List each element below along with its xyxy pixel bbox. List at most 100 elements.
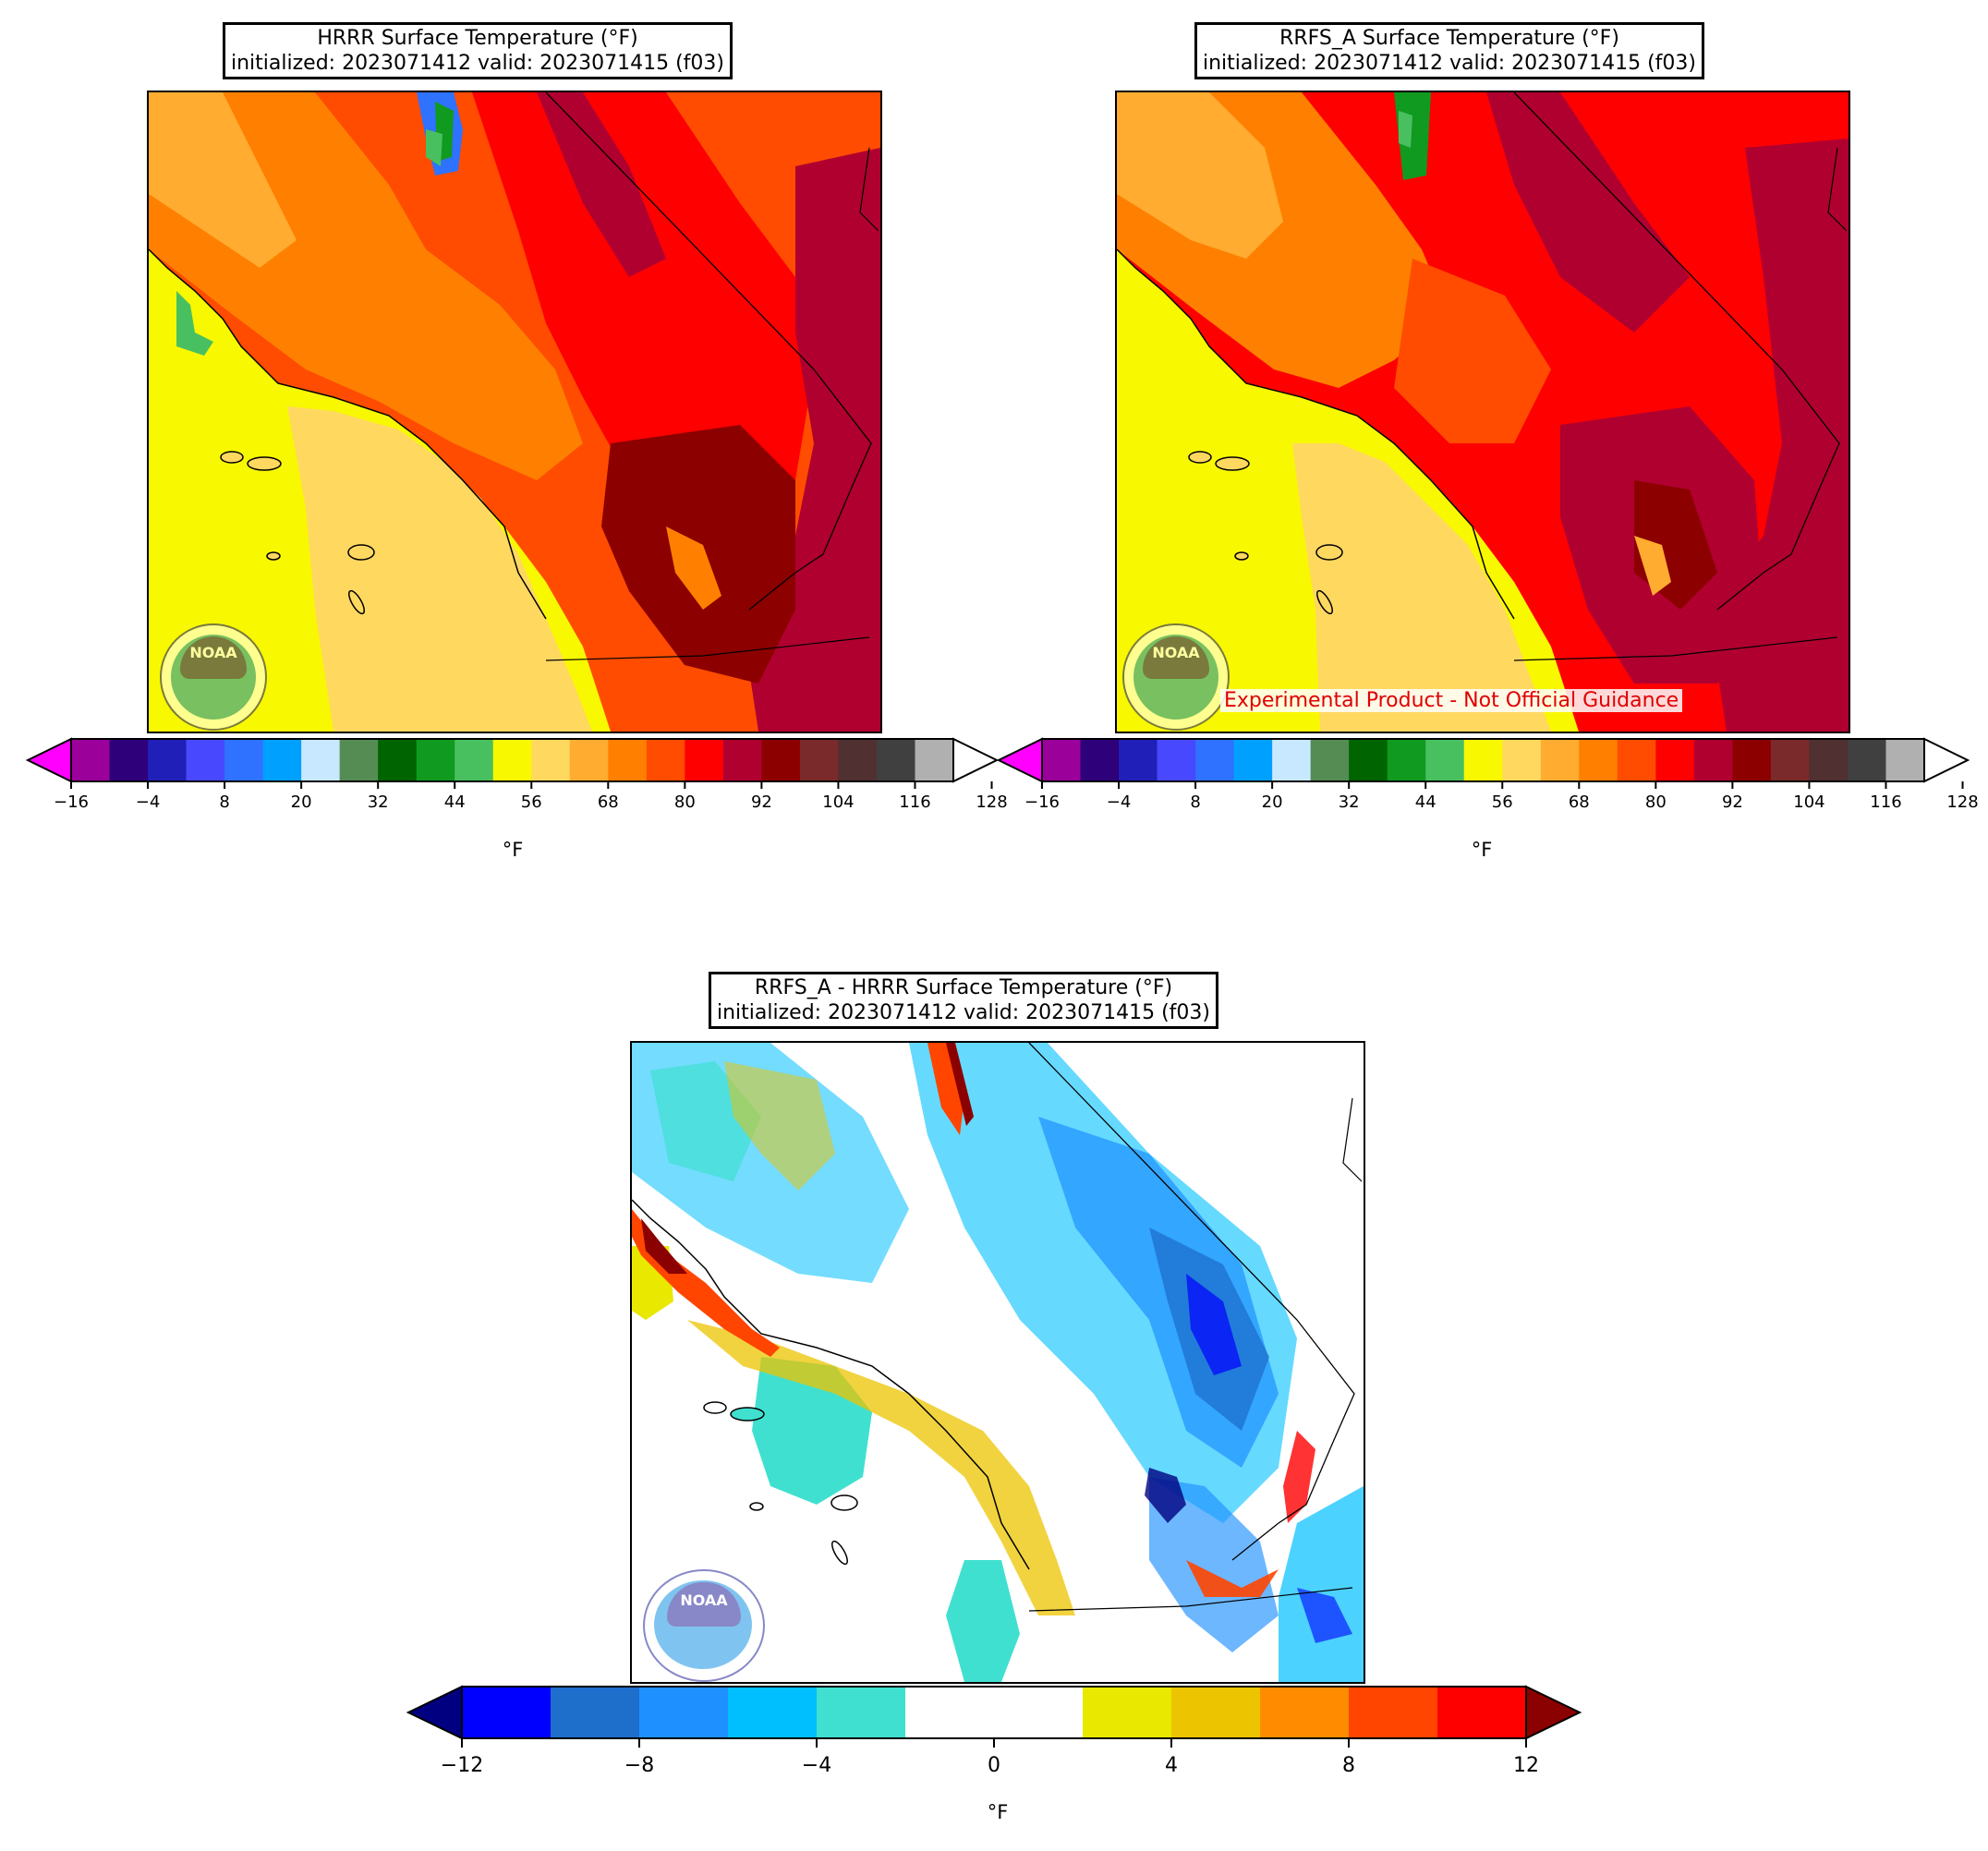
hrrr-colorbar-frame bbox=[70, 738, 954, 782]
hrrr-colorbar-swatch bbox=[569, 739, 609, 781]
diff-colorbar-swatch bbox=[462, 1687, 552, 1738]
rrfs-colorbar-swatch bbox=[1042, 739, 1082, 781]
hrrr-colorbar-swatch bbox=[608, 739, 648, 781]
rrfs-colorbar-swatch bbox=[1809, 739, 1849, 781]
rrfs-colorbar-tick-label: 104 bbox=[1793, 792, 1824, 812]
rrfs-colorbar-unit: °F bbox=[1471, 839, 1493, 861]
hrrr-colorbar-tick-label: 68 bbox=[598, 792, 619, 812]
diff-colorbar-swatch bbox=[905, 1687, 995, 1738]
diff-title-line1: RRFS_A - HRRR Surface Temperature (°F) bbox=[754, 976, 1173, 999]
rrfs-colorbar-tick-label: 20 bbox=[1262, 792, 1283, 812]
hrrr-colorbar-swatch bbox=[685, 739, 724, 781]
rrfs-colorbar-tick-label: 56 bbox=[1492, 792, 1513, 812]
rrfs-colorbar-tick-label: 68 bbox=[1569, 792, 1590, 812]
diff-colorbar-tick-label: 8 bbox=[1342, 1754, 1355, 1777]
diff-colorbar-tick-label: 4 bbox=[1165, 1754, 1178, 1777]
rrfs-colorbar-swatch bbox=[1617, 739, 1656, 781]
diff-colorbar-tick-label: 12 bbox=[1513, 1754, 1539, 1777]
rrfs-colorbar-swatch bbox=[1080, 739, 1120, 781]
rrfs-colorbar-tick-label: 44 bbox=[1415, 792, 1436, 812]
hrrr-colorbar-swatch bbox=[799, 739, 839, 781]
diff-colorbar-swatch bbox=[817, 1687, 906, 1738]
rrfs-colorbar-swatch bbox=[1847, 739, 1886, 781]
hrrr-colorbar-tick-label: −4 bbox=[136, 792, 161, 812]
diff-colorbar-tick-label: −8 bbox=[624, 1754, 654, 1777]
diff-colorbar-swatch bbox=[1260, 1687, 1350, 1738]
rrfs-colorbar-swatch bbox=[1425, 739, 1465, 781]
hrrr-colorbar-extend-low bbox=[25, 737, 72, 783]
diff-colorbar-tick-label: −4 bbox=[802, 1754, 831, 1777]
hrrr-colorbar-swatch bbox=[71, 739, 111, 781]
rrfs-colorbar-tick-label: 80 bbox=[1645, 792, 1667, 812]
rrfs-colorbar-swatch bbox=[1195, 739, 1235, 781]
diff-title-line2: initialized: 2023071412 valid: 202307141… bbox=[717, 1001, 1210, 1024]
diff-colorbar-swatch bbox=[994, 1687, 1084, 1738]
rrfs-colorbar-tick-label: 8 bbox=[1190, 792, 1200, 812]
rrfs-colorbar-swatch bbox=[1502, 739, 1542, 781]
noaa-logo: NOAA bbox=[160, 623, 267, 731]
hrrr-colorbar-swatch bbox=[761, 739, 801, 781]
rrfs-colorbar-swatch bbox=[1655, 739, 1695, 781]
rrfs-map: NOAA Experimental Product - Not Official… bbox=[1115, 91, 1850, 733]
rrfs-title-line2: initialized: 2023071412 valid: 202307141… bbox=[1203, 52, 1696, 75]
noaa-logo: NOAA bbox=[1122, 623, 1230, 731]
rrfs-title: RRFS_A Surface Temperature (°F) initiali… bbox=[1194, 22, 1704, 79]
rrfs-colorbar-tick-label: −16 bbox=[1024, 792, 1060, 812]
diff-map: NOAA bbox=[630, 1041, 1365, 1684]
hrrr-colorbar-swatch bbox=[531, 739, 571, 781]
rrfs-colorbar-extend-high bbox=[1923, 737, 1970, 783]
hrrr-colorbar-swatch bbox=[186, 739, 225, 781]
hrrr-colorbar-tick-label: −16 bbox=[54, 792, 89, 812]
hrrr-colorbar-swatch bbox=[455, 739, 494, 781]
noaa-logo: NOAA bbox=[643, 1569, 765, 1682]
rrfs-colorbar-tick-label: −4 bbox=[1107, 792, 1132, 812]
rrfs-colorbar: −16 −4 8 20 32 44 56 68 80 92 104 116 128 bbox=[996, 737, 1979, 812]
rrfs-colorbar-tick-label: 92 bbox=[1722, 792, 1743, 812]
hrrr-colorbar-swatch bbox=[109, 739, 149, 781]
hrrr-colorbar-swatch bbox=[378, 739, 418, 781]
hrrr-colorbar-swatch bbox=[492, 739, 532, 781]
hrrr-colorbar-swatch bbox=[262, 739, 302, 781]
hrrr-colorbar-tick-label: 92 bbox=[751, 792, 772, 812]
rrfs-colorbar-extend-low bbox=[996, 737, 1043, 783]
hrrr-colorbar: −16 −4 8 20 32 44 56 68 80 92 104 116 128 bbox=[25, 737, 1008, 812]
hrrr-colorbar-swatch bbox=[646, 739, 685, 781]
rrfs-colorbar-swatch bbox=[1579, 739, 1618, 781]
diff-colorbar-swatch bbox=[639, 1687, 729, 1738]
hrrr-colorbar-tick-label: 20 bbox=[291, 792, 312, 812]
hrrr-colorbar-swatch bbox=[915, 739, 954, 781]
noaa-logo-text: NOAA bbox=[1152, 644, 1200, 661]
hrrr-title-line1: HRRR Surface Temperature (°F) bbox=[317, 27, 638, 50]
hrrr-colorbar-swatch bbox=[339, 739, 379, 781]
hrrr-title-line2: initialized: 2023071412 valid: 202307141… bbox=[231, 52, 724, 75]
hrrr-colorbar-extend-high bbox=[952, 737, 1000, 783]
diff-colorbar-tick-label: −12 bbox=[441, 1754, 483, 1777]
hrrr-colorbar-tick-label: 128 bbox=[976, 792, 1007, 812]
hrrr-colorbar-tick-label: 104 bbox=[822, 792, 854, 812]
hrrr-colorbar-swatch bbox=[416, 739, 455, 781]
diff-colorbar-swatch bbox=[1437, 1687, 1527, 1738]
rrfs-colorbar-swatch bbox=[1272, 739, 1312, 781]
rrfs-colorbar-tick-label: 116 bbox=[1870, 792, 1901, 812]
hrrr-map: NOAA bbox=[147, 91, 882, 733]
hrrr-colorbar-swatch bbox=[148, 739, 188, 781]
rrfs-title-line1: RRFS_A Surface Temperature (°F) bbox=[1279, 27, 1619, 50]
rrfs-colorbar-swatch bbox=[1310, 739, 1350, 781]
rrfs-colorbar-swatch bbox=[1463, 739, 1503, 781]
rrfs-colorbar-swatch bbox=[1693, 739, 1733, 781]
diff-colorbar-swatch bbox=[1171, 1687, 1261, 1738]
hrrr-colorbar-swatch bbox=[301, 739, 341, 781]
diff-colorbar-unit: °F bbox=[987, 1801, 1009, 1823]
diff-colorbar-swatch bbox=[1349, 1687, 1438, 1738]
hrrr-colorbar-tick-label: 8 bbox=[219, 792, 229, 812]
hrrr-colorbar-tick-label: 44 bbox=[444, 792, 466, 812]
hrrr-title: HRRR Surface Temperature (°F) initialize… bbox=[223, 22, 733, 79]
hrrr-colorbar-tick-label: 80 bbox=[674, 792, 696, 812]
hrrr-colorbar-swatch bbox=[876, 739, 915, 781]
rrfs-colorbar-swatch bbox=[1387, 739, 1426, 781]
diff-colorbar-swatch bbox=[551, 1687, 640, 1738]
noaa-logo-text: NOAA bbox=[189, 644, 237, 661]
experimental-product-label: Experimental Product - Not Official Guid… bbox=[1220, 689, 1683, 712]
diff-colorbar-extend-high bbox=[1525, 1685, 1582, 1740]
hrrr-colorbar-swatch bbox=[838, 739, 878, 781]
